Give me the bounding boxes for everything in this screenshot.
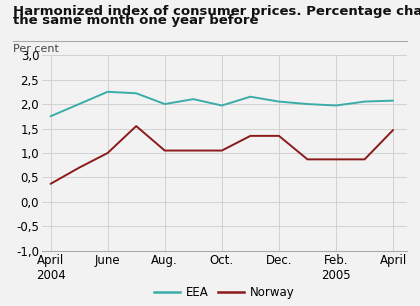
- Text: Per cent: Per cent: [13, 44, 58, 54]
- Legend: EEA, Norway: EEA, Norway: [150, 281, 300, 304]
- Text: the same month one year before: the same month one year before: [13, 14, 258, 27]
- Text: Harmonized index of consumer prices. Percentage change from: Harmonized index of consumer prices. Per…: [13, 5, 420, 17]
